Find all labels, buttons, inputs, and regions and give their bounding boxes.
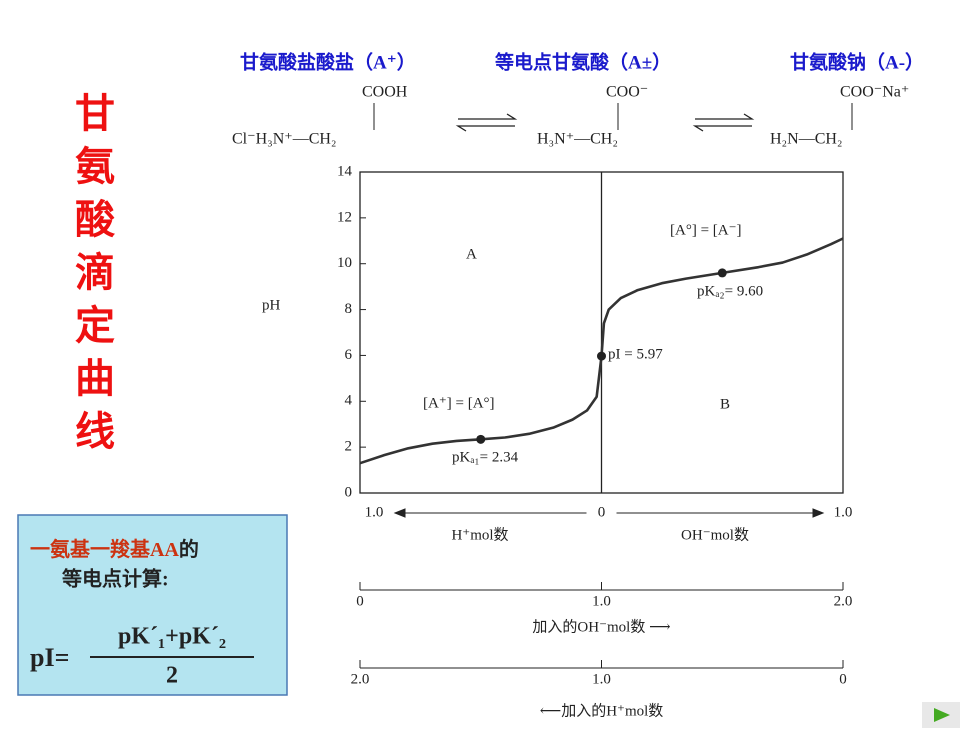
x-label-left: H⁺mol数 [451,526,508,543]
formula-lhs: pI= [30,643,69,672]
x-tick-label: 1.0 [365,504,384,520]
annotation: pI = 5.97 [608,346,663,362]
annotation: B [720,396,730,412]
species-top: COO⁻ [606,84,648,101]
annotation: [A°] = [A⁻] [670,222,742,238]
annotation: pKₐ₂= 9.60 [697,283,763,299]
title-char: 氨 [75,144,115,189]
formula-line2: 等电点计算: [62,567,169,591]
formula-denominator: 2 [166,663,178,689]
x-label-right: OH⁻mol数 [681,526,749,543]
extra-tick-label: 2.0 [351,671,370,687]
extra-axis-label: 加入的OH⁻mol数 ⟶ [532,618,670,635]
key-point [476,434,486,444]
title-char: 定 [75,303,115,348]
y-tick-label: 2 [345,439,353,455]
play-icon[interactable] [934,708,950,722]
annotation: A [466,246,477,262]
species-top: COO⁻Na⁺ [840,84,909,101]
species-name: 等电点甘氨酸（A±） [494,50,671,73]
title-char: 曲 [75,356,115,401]
annotation: pKₐ₁= 2.34 [452,449,519,465]
formula-box [17,514,288,696]
species-name: 甘氨酸钠（A-） [790,50,924,73]
y-label: pH [262,297,281,313]
y-tick-label: 4 [345,393,353,409]
formula-numerator: pK´₁+pK´₂ [118,624,226,650]
species-bottom: Cl⁻H₃N⁺—CH₂ [232,131,337,148]
species-bottom: H₂N—CH₂ [770,131,843,148]
title-char: 甘 [75,91,115,136]
play-button[interactable] [922,702,960,728]
y-tick-label: 6 [345,347,353,363]
extra-tick-label: 1.0 [592,593,611,609]
y-tick-label: 0 [345,484,353,500]
species-top: COOH [362,84,408,101]
y-tick-label: 8 [345,301,353,317]
extra-tick-label: 0 [356,593,364,609]
species-bottom: H₃N⁺—CH₂ [537,131,618,148]
formula-rest: 的 [179,537,199,561]
key-point [597,351,606,361]
extra-tick-label: 0 [839,671,847,687]
x-tick-label: 0 [598,504,606,520]
y-tick-label: 12 [337,209,352,225]
formula-line1: 一氨基一羧基AA的 [30,537,199,561]
formula-highlight: 一氨基一羧基AA [30,537,179,561]
extra-axis-label: ⟵加入的H⁺mol数 [540,702,664,719]
species-name: 甘氨酸盐酸盐（A⁺） [240,50,416,73]
y-tick-label: 10 [337,255,352,271]
x-tick-label: 1.0 [834,504,853,520]
title-char: 滴 [75,250,115,295]
axis-arrow [393,508,825,518]
title-char: 线 [75,409,115,454]
y-tick-label: 14 [337,163,353,179]
extra-tick-label: 2.0 [834,593,853,609]
title-char: 酸 [75,197,116,242]
equilibrium-arrows [455,113,755,132]
annotation: [A⁺] = [A°] [423,395,495,411]
key-point [717,268,727,278]
extra-tick-label: 1.0 [592,671,611,687]
